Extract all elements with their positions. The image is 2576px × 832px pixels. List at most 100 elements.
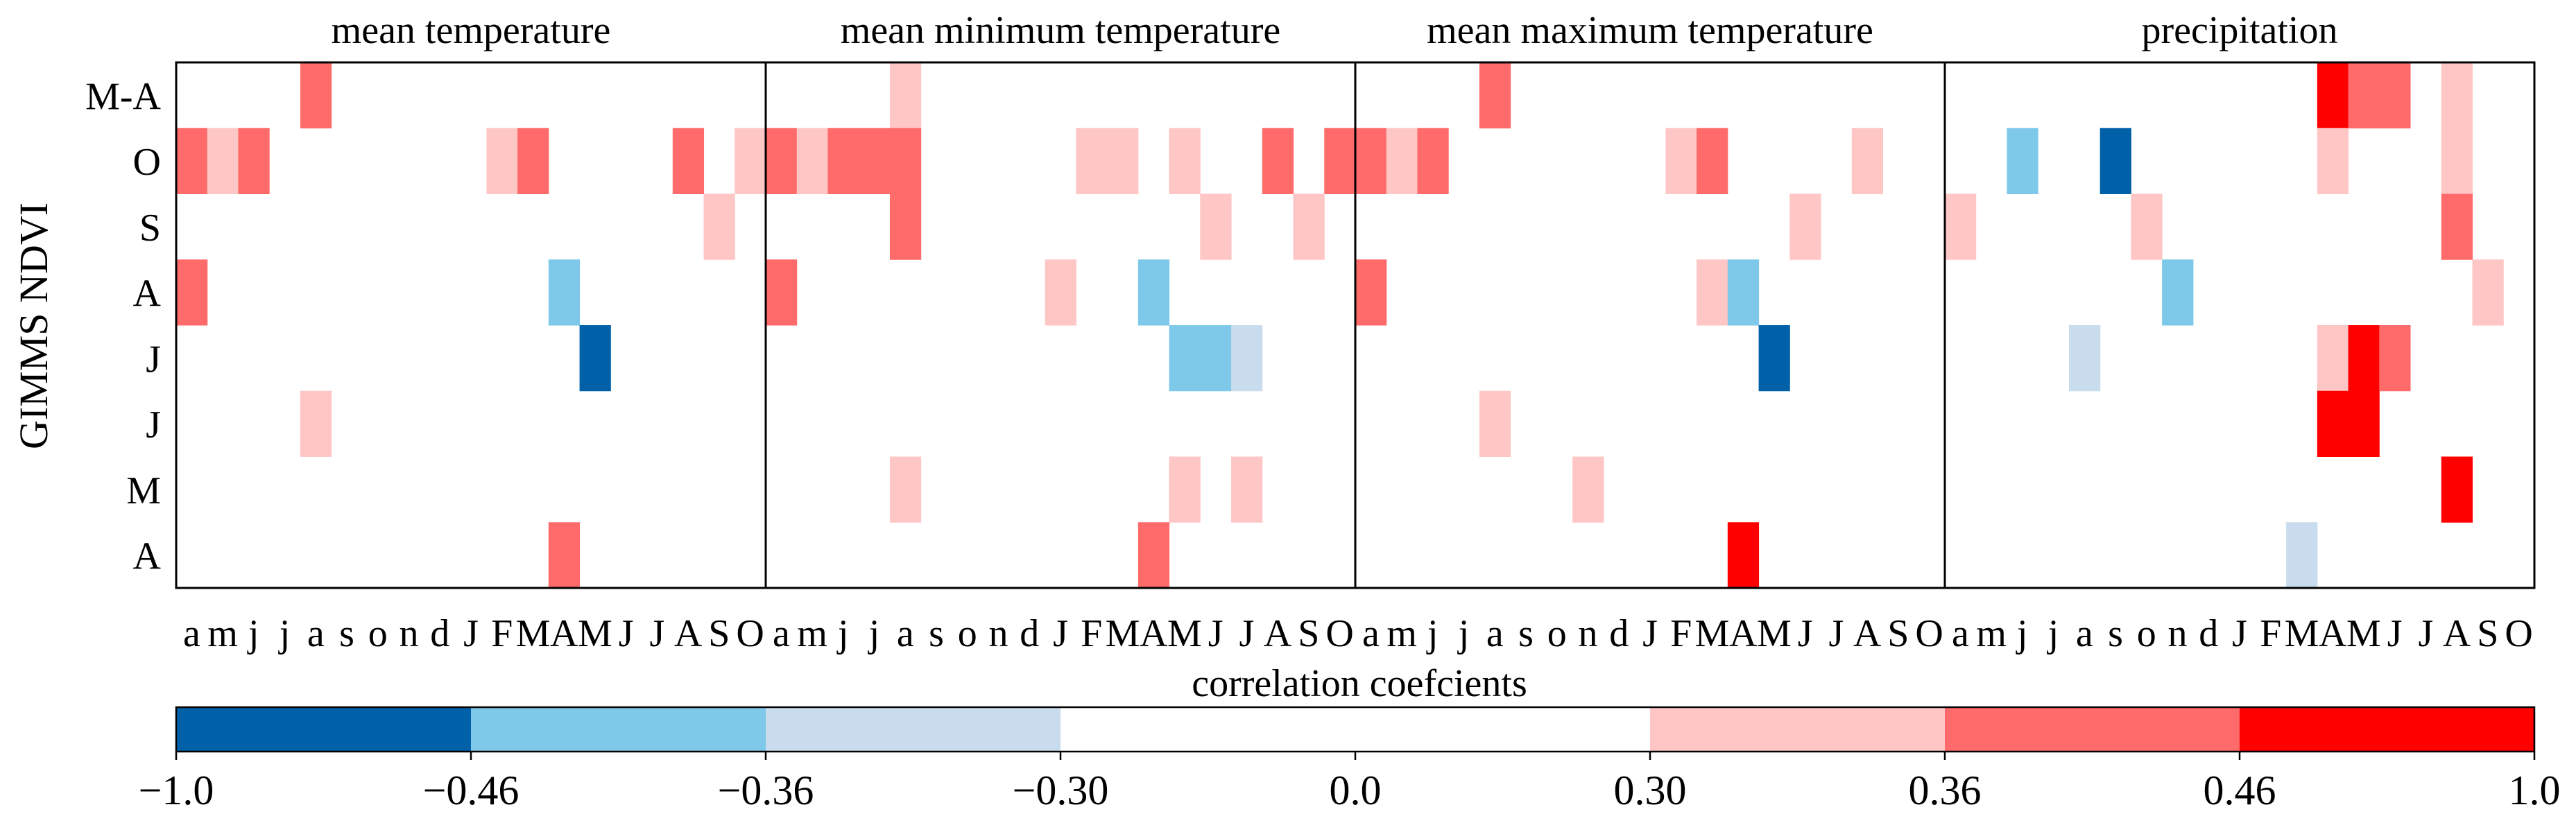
- heatmap-cell: [2007, 128, 2038, 194]
- column-label: F: [1670, 612, 1692, 655]
- column-label: M: [1757, 612, 1792, 655]
- heatmap-cell: [207, 128, 239, 194]
- column-label: A: [2319, 612, 2347, 655]
- heatmap-cell: [2348, 390, 2380, 457]
- column-label: J: [650, 612, 665, 655]
- heatmap-cell: [1386, 128, 1418, 194]
- column-label: m: [1386, 612, 1417, 655]
- colorbar-segment: [2240, 707, 2535, 752]
- heatmap-cell: [766, 259, 798, 326]
- heatmap-cell: [1665, 128, 1697, 194]
- column-label: n: [400, 612, 419, 655]
- heatmap-cell: [1231, 325, 1263, 392]
- column-label: A: [1264, 612, 1292, 655]
- colorbar: correlation coefcients −1.0 −0.46 −0.36 −0.…: [139, 662, 2561, 813]
- column-label: o: [1547, 612, 1567, 655]
- column-label: M: [578, 612, 612, 655]
- heatmap-cell: [889, 128, 922, 194]
- column-label: j: [247, 612, 259, 655]
- column-label: J: [1798, 612, 1813, 655]
- column-label: j: [836, 612, 849, 655]
- heatmap-cell: [1851, 128, 1884, 194]
- colorbar-tick-label: 0.30: [1614, 768, 1687, 813]
- heatmap-cell: [1697, 259, 1728, 326]
- heatmap-cell: [1945, 193, 1977, 260]
- heatmap-cell: [1789, 193, 1821, 260]
- column-label: m: [797, 612, 827, 655]
- column-label: a: [1486, 612, 1504, 655]
- heatmap-cell: [2379, 62, 2411, 129]
- colorbar-tick-label: 0.0: [1330, 768, 1382, 813]
- column-label: a: [1952, 612, 1969, 655]
- column-label: M: [2285, 612, 2319, 655]
- heatmap-cell: [889, 62, 922, 129]
- heatmap-cell: [2472, 259, 2504, 326]
- colorbar-segment: [1061, 707, 1356, 752]
- column-label: A: [1729, 612, 1758, 655]
- column-label: A: [1853, 612, 1882, 655]
- column-label: J: [1642, 612, 1658, 655]
- heatmap-cell: [1727, 259, 1760, 326]
- column-label: F: [1081, 612, 1102, 655]
- column-label: J: [2419, 612, 2434, 655]
- column-label: O: [1915, 612, 1943, 655]
- heatmap-cell: [1200, 325, 1232, 392]
- heatmap-cell: [1076, 128, 1108, 194]
- column-label: O: [1325, 612, 1353, 655]
- column-label: s: [2108, 612, 2123, 655]
- column-label: O: [736, 612, 764, 655]
- heatmap-cell: [1293, 193, 1325, 260]
- column-label: M: [1106, 612, 1140, 655]
- colorbar-segment: [471, 707, 766, 752]
- column-label: o: [958, 612, 977, 655]
- heatmap-cell: [1324, 128, 1356, 194]
- heatmap-cell: [548, 259, 581, 326]
- heatmap-cell: [1262, 128, 1294, 194]
- colorbar-segment: [1945, 707, 2240, 752]
- column-label: M: [516, 612, 551, 655]
- row-label: A: [133, 535, 162, 578]
- column-label: O: [2505, 612, 2532, 655]
- heatmap-cell: [889, 193, 922, 260]
- column-label: s: [1518, 612, 1534, 655]
- column-label: A: [674, 612, 703, 655]
- heatmap-cell: [2131, 193, 2163, 260]
- heatmap-cell: [735, 128, 766, 194]
- panel-title: mean maximum temperature: [1427, 9, 1873, 52]
- colorbar-title: correlation coefcients: [1192, 662, 1527, 705]
- panel-title: precipitation: [2141, 9, 2337, 52]
- heatmap-cell: [1107, 128, 1139, 194]
- colorbar-tick-label: 0.46: [2204, 768, 2276, 813]
- heatmap-cell: [2317, 325, 2349, 392]
- column-label: j: [868, 612, 880, 655]
- heatmap-cell: [2441, 62, 2473, 129]
- heatmap-cell: [1758, 325, 1790, 392]
- column-label: j: [1426, 612, 1439, 655]
- heatmap-cell: [796, 128, 828, 194]
- column-label: n: [2168, 612, 2188, 655]
- colorbar-segment: [1355, 707, 1651, 752]
- column-label: d: [1020, 612, 1039, 655]
- column-label: a: [183, 612, 200, 655]
- heatmap-cell: [1169, 456, 1201, 523]
- heatmap-cell: [1479, 390, 1511, 457]
- column-label: m: [207, 612, 238, 655]
- column-label: S: [1298, 612, 1319, 655]
- heatmap-cell: [2317, 128, 2349, 194]
- heatmap-cell: [2348, 325, 2380, 392]
- column-label: J: [1053, 612, 1068, 655]
- column-label: M: [2346, 612, 2381, 655]
- heatmap-cell: [2441, 193, 2473, 260]
- heatmap-cell: [2317, 390, 2349, 457]
- column-label: a: [1362, 612, 1380, 655]
- heatmap-cell: [1479, 62, 1511, 129]
- column-label: n: [989, 612, 1008, 655]
- heatmap-cell: [1727, 522, 1760, 589]
- column-label: d: [2199, 612, 2218, 655]
- heatmap-cell: [2162, 259, 2194, 326]
- heatmap-cell: [2068, 325, 2101, 392]
- row-label: J: [146, 338, 161, 381]
